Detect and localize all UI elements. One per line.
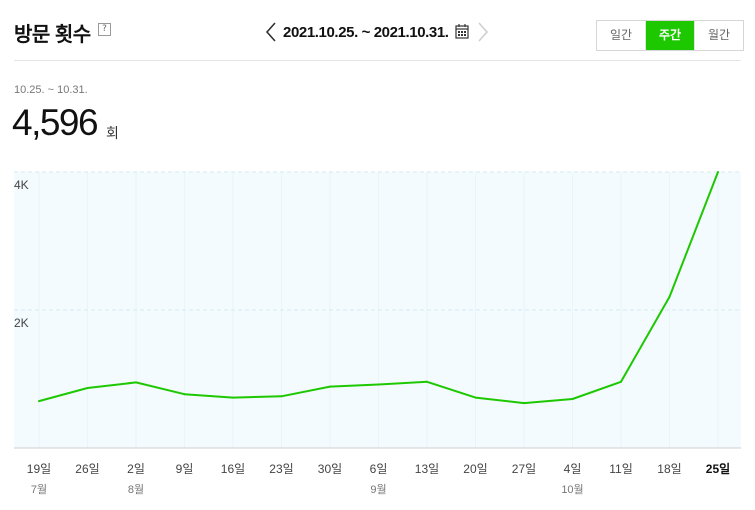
tab-monthly[interactable]: 월간	[695, 21, 743, 50]
data-point	[135, 381, 137, 384]
x-month-label: 8월	[128, 483, 144, 496]
calendar-icon[interactable]	[455, 23, 469, 39]
x-month-label: 7월	[31, 483, 47, 496]
data-point	[523, 402, 525, 405]
tab-weekly[interactable]: 주간	[646, 21, 695, 50]
x-tick-label: 11일	[609, 462, 633, 476]
x-tick-label: 6일	[370, 462, 388, 476]
x-tick-label: 9일	[176, 462, 194, 476]
x-tick-label: 25일	[706, 462, 730, 476]
data-point	[668, 295, 671, 298]
x-tick-label: 19일	[27, 462, 51, 476]
data-point	[377, 383, 380, 386]
x-tick-label: 2일	[127, 462, 145, 476]
total-visits-unit: 회	[106, 125, 119, 141]
data-point	[280, 395, 283, 398]
x-tick-label: 30일	[318, 462, 342, 476]
data-point	[38, 400, 40, 403]
data-point	[474, 396, 477, 399]
header-divider	[14, 60, 741, 61]
total-visits-value: 4,596	[12, 102, 99, 143]
data-point	[620, 380, 622, 383]
data-point	[232, 396, 234, 399]
help-icon[interactable]: ?	[98, 23, 111, 36]
chevron-right-icon[interactable]	[476, 21, 490, 43]
y-tick-label: 2K	[14, 316, 29, 330]
data-point	[426, 380, 428, 383]
summary-range: 10.25. ~ 10.31.	[14, 84, 88, 96]
page-title: 방문 횟수	[14, 24, 91, 46]
data-point	[717, 171, 719, 173]
x-tick-label: 16일	[221, 462, 245, 476]
x-tick-label: 23일	[269, 462, 293, 476]
x-month-label: 9월	[370, 483, 386, 496]
date-range-label: 2021.10.25. ~ 2021.10.31.	[283, 24, 449, 41]
x-month-label: 10월	[561, 483, 583, 496]
x-tick-label: 20일	[463, 462, 487, 476]
x-tick-label: 13일	[415, 462, 439, 476]
y-tick-label: 4K	[14, 178, 29, 192]
x-tick-label: 26일	[75, 462, 99, 476]
period-tabs: 일간 주간 월간	[596, 20, 744, 51]
x-tick-label: 27일	[512, 462, 536, 476]
x-tick-label: 4일	[564, 462, 582, 476]
data-point	[183, 393, 186, 396]
tab-daily[interactable]: 일간	[597, 21, 646, 50]
x-tick-label: 18일	[657, 462, 681, 476]
data-point	[571, 398, 574, 401]
data-point	[329, 385, 331, 388]
chevron-left-icon[interactable]	[264, 21, 278, 43]
data-point	[86, 386, 89, 389]
